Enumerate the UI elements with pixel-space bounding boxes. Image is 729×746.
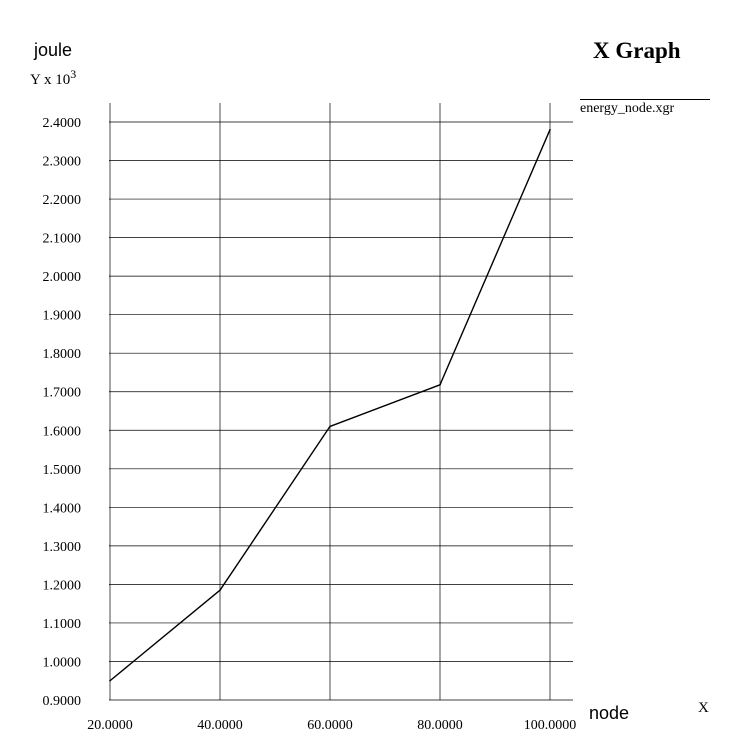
x-tick-label: 100.0000 xyxy=(524,718,577,733)
y-tick-label: 1.9000 xyxy=(43,309,82,324)
y-tick-label: 2.4000 xyxy=(43,116,82,131)
y-tick-label: 1.4000 xyxy=(43,501,82,516)
y-tick-label: 1.7000 xyxy=(43,386,82,401)
y-scale-exponent: 3 xyxy=(70,67,77,81)
data-point xyxy=(109,679,111,682)
y-scale-prefix: Y x 10 xyxy=(30,72,71,88)
y-tick-label: 2.1000 xyxy=(43,232,82,247)
data-point xyxy=(549,128,551,131)
x-tick-label: 80.0000 xyxy=(417,718,463,733)
x-tick-label: 40.0000 xyxy=(197,718,243,733)
y-tick-label: 0.9000 xyxy=(43,694,82,709)
y-tick-label: 1.6000 xyxy=(43,424,82,439)
y-tick-label: 1.0000 xyxy=(43,655,82,670)
y-tick-label: 2.3000 xyxy=(43,155,82,170)
legend-rule xyxy=(580,99,710,100)
legend-entry: energy_node.xgr xyxy=(580,101,675,116)
y-tick-label: 1.8000 xyxy=(43,347,82,362)
x-tick-label: 20.0000 xyxy=(87,718,133,733)
y-tick-label: 1.2000 xyxy=(43,578,82,593)
data-point xyxy=(329,425,331,428)
y-axis-label: joule xyxy=(34,40,73,60)
y-tick-label: 1.5000 xyxy=(43,463,82,478)
data-point xyxy=(439,383,441,386)
x-tick-label: 60.0000 xyxy=(307,718,353,733)
chart-title: X Graph xyxy=(593,38,681,63)
y-tick-label: 1.3000 xyxy=(43,540,82,555)
y-axis-scale: Y x 103 xyxy=(30,67,76,89)
y-tick-label: 2.2000 xyxy=(43,193,82,208)
data-point xyxy=(219,589,221,591)
x-axis-label: node xyxy=(589,703,630,723)
y-tick-label: 1.1000 xyxy=(43,617,82,632)
x-axis-scale: X xyxy=(698,700,709,716)
y-tick-label: 2.0000 xyxy=(43,270,82,285)
